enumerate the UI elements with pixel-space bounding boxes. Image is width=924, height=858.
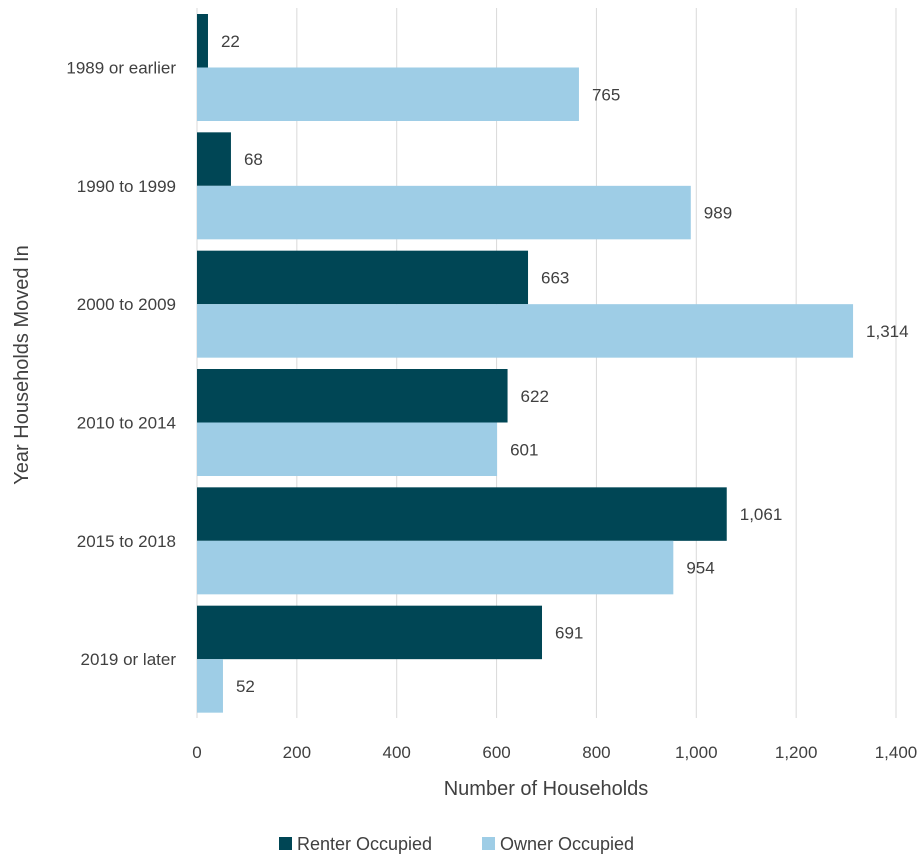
- data-label: 691: [555, 623, 583, 642]
- x-tick-label: 200: [283, 743, 311, 762]
- data-label: 765: [592, 85, 620, 104]
- bar: [197, 422, 498, 476]
- bar: [197, 304, 854, 358]
- category-label: 1989 or earlier: [66, 59, 176, 78]
- data-label: 954: [686, 559, 714, 578]
- x-axis-ticks: 0 200 400 600 800 1,000 1,200 1,400: [192, 743, 917, 762]
- legend: Renter Occupied Owner Occupied: [279, 834, 634, 854]
- legend-swatch: [482, 837, 495, 850]
- bar: [197, 250, 529, 305]
- bar: [197, 369, 508, 423]
- bar: [197, 605, 543, 660]
- bar: [197, 540, 674, 595]
- data-label: 52: [236, 677, 255, 696]
- legend-label: Owner Occupied: [500, 834, 634, 854]
- x-tick-label: 0: [192, 743, 201, 762]
- data-labels: 22 765 68 989 663 1,314 622 601 1,061 954 691 52: [221, 32, 909, 696]
- bar: [197, 132, 231, 186]
- bar: [197, 185, 691, 240]
- data-label: 663: [541, 268, 569, 287]
- category-label: 2010 to 2014: [77, 414, 176, 433]
- x-tick-label: 1,000: [675, 743, 718, 762]
- data-label: 1,314: [866, 322, 909, 341]
- bar: [197, 14, 208, 68]
- bar: [197, 67, 579, 121]
- x-tick-label: 1,200: [775, 743, 818, 762]
- gridlines: [196, 8, 897, 718]
- x-tick-label: 1,400: [875, 743, 918, 762]
- data-label: 989: [704, 204, 732, 223]
- bar: [197, 659, 223, 713]
- y-axis-title: Year Households Moved In: [11, 245, 33, 484]
- category-label: 2000 to 2009: [77, 295, 176, 314]
- data-label: 622: [521, 387, 549, 406]
- category-label: 2019 or later: [81, 650, 177, 669]
- y-axis-categories: 1989 or earlier 1990 to 1999 2000 to 2009 2…: [66, 59, 176, 670]
- data-label: 1,061: [740, 505, 783, 524]
- x-tick-label: 400: [383, 743, 411, 762]
- data-label: 601: [510, 440, 538, 459]
- legend-label: Renter Occupied: [297, 834, 432, 854]
- bar: [197, 487, 727, 541]
- data-label: 68: [244, 150, 263, 169]
- category-label: 1990 to 1999: [77, 177, 176, 196]
- x-tick-label: 800: [582, 743, 610, 762]
- bars: [197, 14, 854, 713]
- x-tick-label: 600: [482, 743, 510, 762]
- legend-swatch: [279, 837, 292, 850]
- data-label: 22: [221, 32, 240, 51]
- x-axis-title: Number of Households: [444, 778, 649, 800]
- category-label: 2015 to 2018: [77, 532, 176, 551]
